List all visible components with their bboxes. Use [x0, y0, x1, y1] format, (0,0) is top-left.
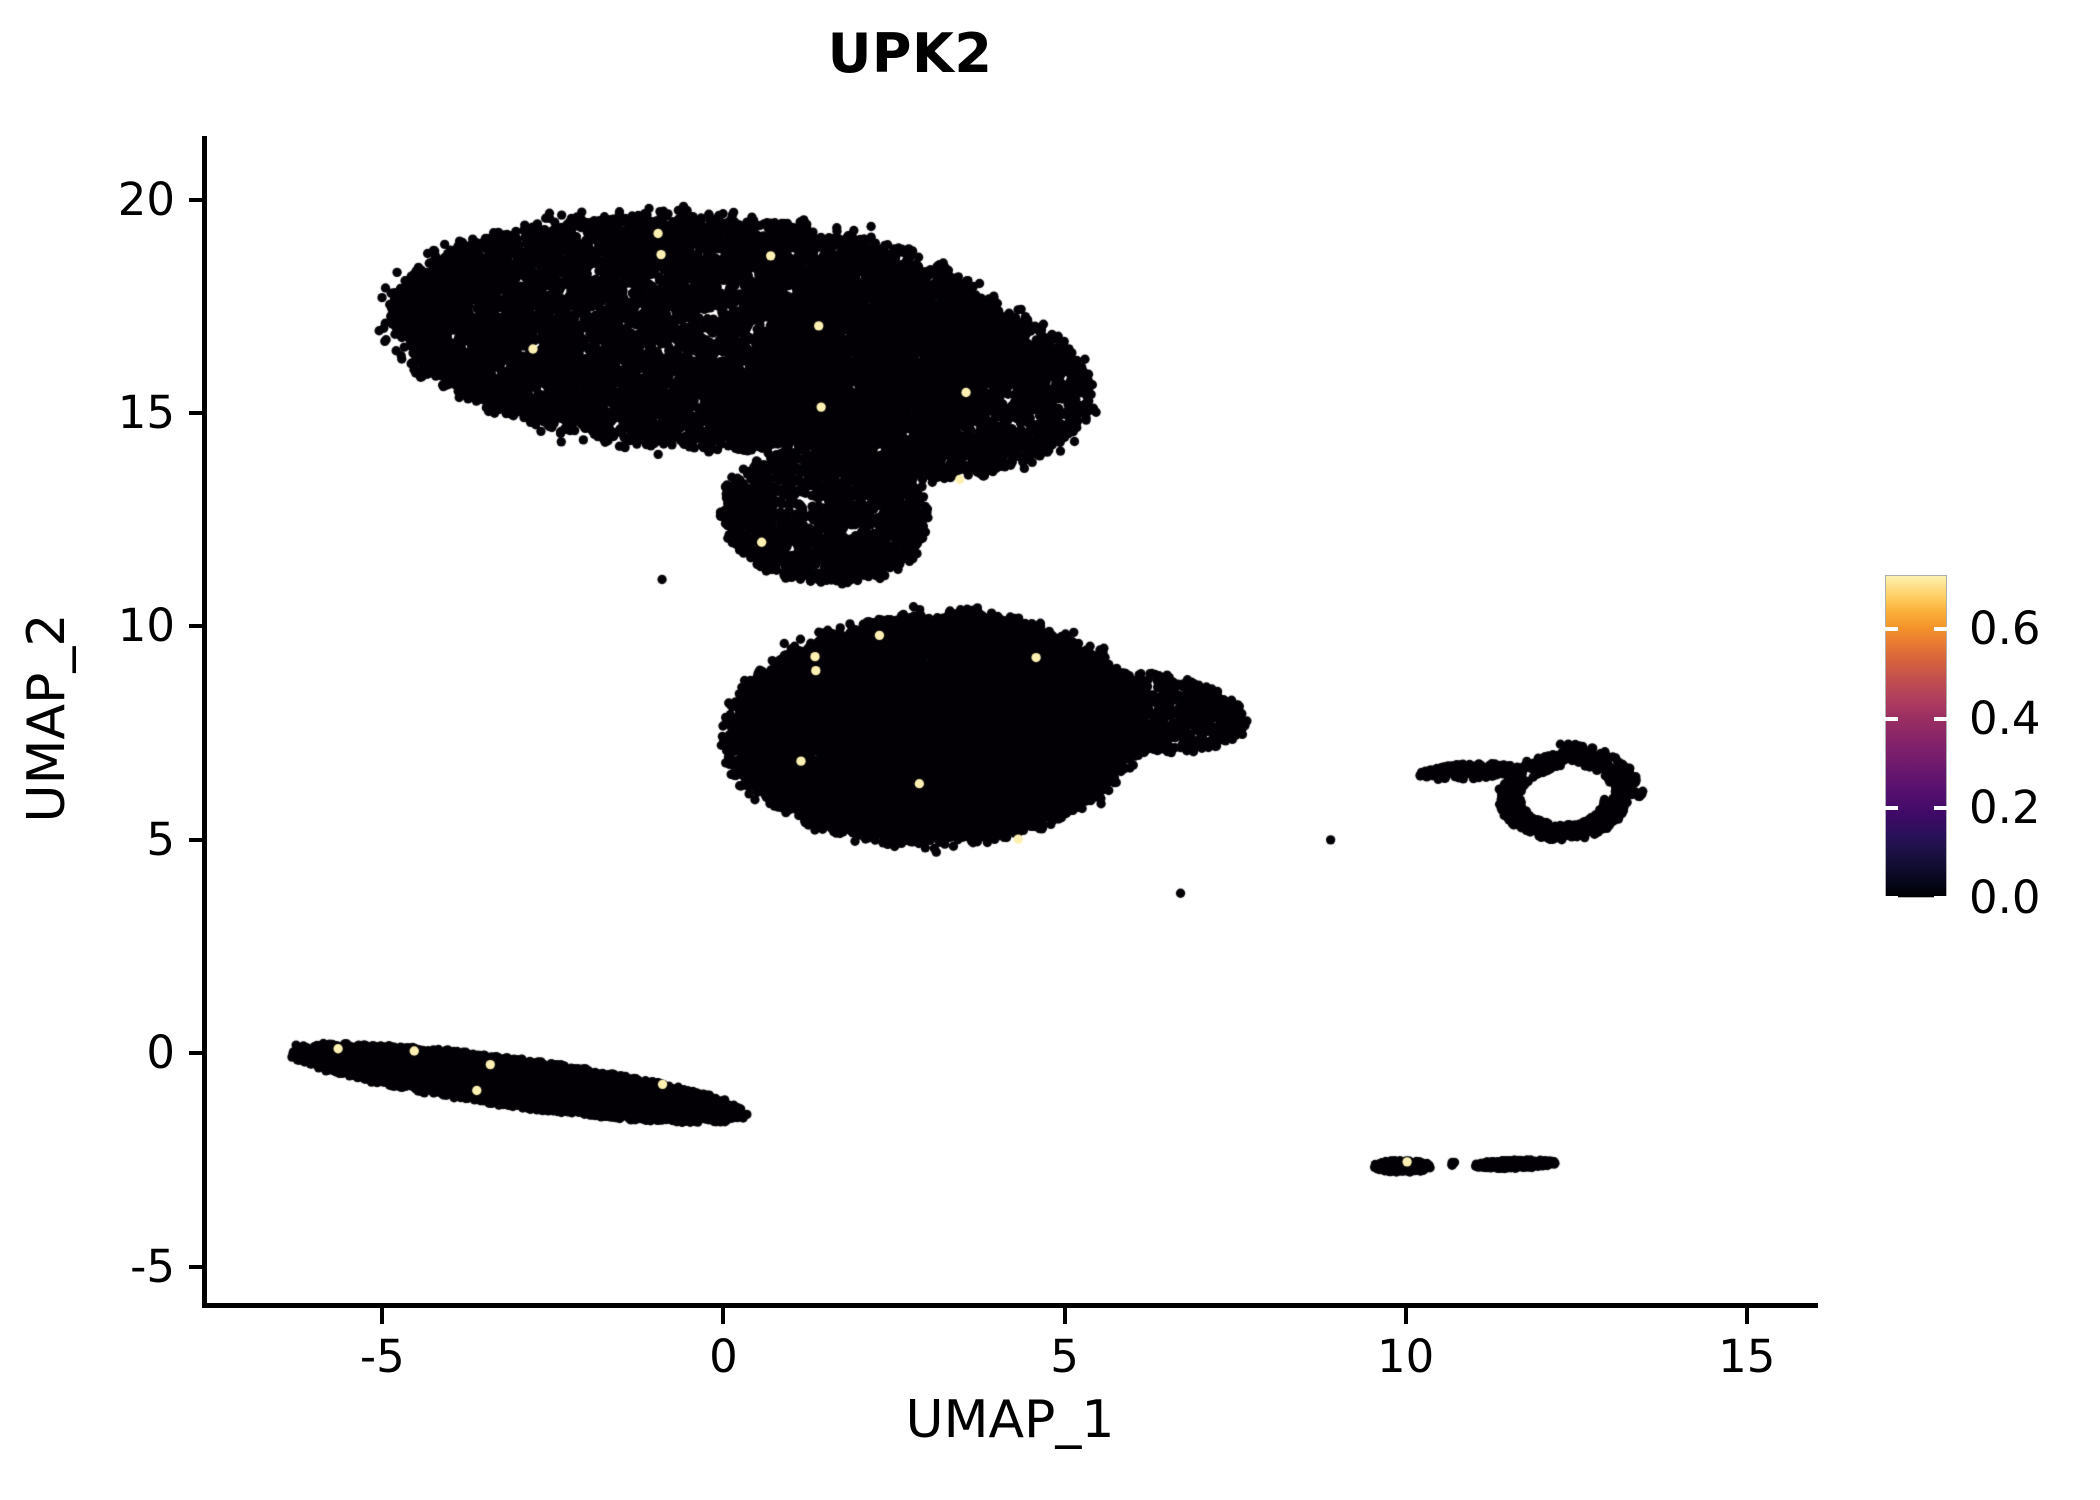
scatter-plot-canvas	[205, 140, 1815, 1305]
y-tick-label: 15	[117, 386, 175, 440]
colorbar-tick-mark	[1934, 896, 1947, 900]
colorbar-gradient	[1885, 575, 1947, 898]
y-tick-label: -5	[130, 1239, 175, 1293]
y-tick-mark	[189, 1051, 205, 1056]
y-axis-spine	[202, 136, 207, 1308]
colorbar-tick-mark	[1885, 896, 1898, 900]
colorbar-tick-label: 0.2	[1969, 781, 2041, 835]
colorbar-tick-label: 0.0	[1969, 871, 2041, 924]
colorbar	[1885, 575, 1947, 898]
x-tick-mark	[1744, 1308, 1749, 1324]
y-tick-mark	[189, 411, 205, 416]
y-tick-label: 10	[117, 599, 175, 653]
colorbar-tick-mark	[1885, 716, 1898, 721]
y-tick-mark	[189, 197, 205, 202]
x-tick-mark	[1062, 1308, 1067, 1324]
x-tick-mark	[380, 1308, 385, 1324]
y-tick-mark	[189, 837, 205, 842]
x-tick-label: 5	[1050, 1330, 1079, 1383]
colorbar-tick-label: 0.4	[1969, 691, 2041, 745]
x-axis-spine	[202, 1303, 1818, 1308]
x-tick-label: 0	[709, 1330, 738, 1383]
x-tick-mark	[721, 1308, 726, 1324]
x-tick-label: 15	[1718, 1330, 1776, 1383]
x-tick-label: -5	[359, 1330, 405, 1383]
y-tick-label: 20	[117, 172, 175, 226]
plot-axes-area	[205, 140, 1815, 1305]
colorbar-tick-mark	[1934, 806, 1947, 811]
y-tick-label: 0	[146, 1026, 175, 1080]
colorbar-tick-mark	[1885, 626, 1898, 631]
x-tick-label: 10	[1377, 1330, 1435, 1383]
y-tick-mark	[189, 1264, 205, 1269]
y-tick-label: 5	[146, 812, 175, 866]
x-axis-label: UMAP_1	[905, 1390, 1115, 1450]
colorbar-tick-label: 0.6	[1969, 601, 2041, 655]
y-tick-mark	[189, 624, 205, 629]
y-axis-label: UMAP_2	[17, 613, 77, 823]
page-title: UPK2	[827, 22, 993, 85]
colorbar-tick-mark	[1934, 626, 1947, 631]
x-tick-mark	[1403, 1308, 1408, 1324]
colorbar-tick-mark	[1885, 806, 1898, 811]
colorbar-tick-mark	[1934, 716, 1947, 721]
